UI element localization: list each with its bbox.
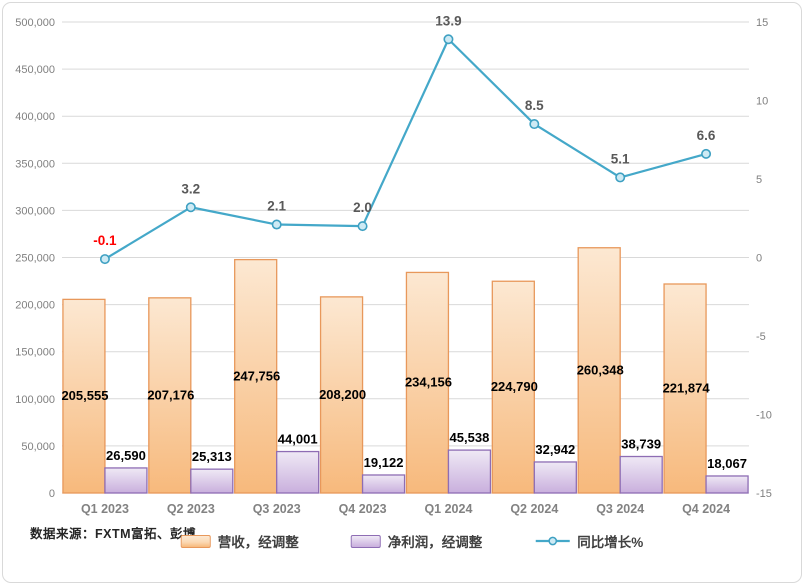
y-axis-label-right: 15	[756, 17, 768, 29]
growth-line-swatch-icon	[534, 535, 570, 547]
growth-marker	[701, 148, 712, 159]
y-axis-label-left: 450,000	[15, 64, 55, 76]
growth-point-label: 8.5	[525, 98, 544, 113]
legend-item-profit: 净利润，经调整	[350, 531, 483, 551]
y-axis-label-left: 100,000	[15, 394, 55, 406]
growth-marker	[529, 119, 540, 130]
y-axis-label-right: -15	[756, 488, 772, 500]
revenue-bar-label: 208,200	[319, 387, 366, 402]
legend-label-growth: 同比增长%	[577, 535, 644, 550]
y-axis-label-right: -10	[756, 410, 772, 422]
source-note: 数据来源：FXTM富拓、彭博	[30, 527, 197, 541]
profit-bar-label: 32,942	[535, 442, 575, 457]
revenue-bar	[62, 298, 106, 494]
growth-point-label: -0.1	[93, 233, 117, 248]
growth-point-label: 2.1	[267, 199, 286, 214]
growth-line	[103, 38, 708, 261]
revenue-bar	[148, 297, 192, 494]
x-axis-label: Q3 2023	[253, 502, 301, 516]
x-axis-label: Q2 2024	[510, 502, 558, 516]
profit-bar-label: 44,001	[278, 432, 318, 447]
growth-marker	[185, 202, 196, 213]
y-axis-label-right: 0	[756, 253, 762, 265]
profit-bar	[619, 455, 663, 494]
x-axis-label: Q1 2024	[424, 502, 472, 516]
legend-item-revenue: 营收，经调整	[180, 531, 299, 551]
y-axis-label-left: 0	[49, 488, 55, 500]
x-axis-label: Q1 2023	[81, 502, 129, 516]
profit-bar-label: 18,067	[707, 456, 747, 471]
legend-item-growth: 同比增长%	[534, 531, 643, 551]
profit-bar	[190, 468, 234, 494]
revenue-bar	[405, 271, 450, 494]
growth-marker	[271, 219, 282, 230]
x-axis-label: Q3 2024	[596, 502, 644, 516]
growth-marker	[357, 221, 368, 232]
legend-label-revenue: 营收，经调整	[217, 535, 299, 550]
legend-label-profit: 净利润，经调整	[387, 535, 483, 550]
profit-bar-label: 26,590	[106, 448, 146, 463]
growth-marker	[99, 254, 110, 265]
x-axis-label: Q4 2023	[339, 502, 387, 516]
profit-bar	[533, 461, 577, 494]
y-axis-label-right: 10	[756, 96, 768, 108]
growth-point-label: 2.0	[353, 200, 372, 215]
y-axis-label-right: -5	[756, 331, 766, 343]
y-axis-label-left: 200,000	[15, 300, 55, 312]
profit-bar-label: 38,739	[621, 437, 661, 452]
profit-bar	[447, 449, 492, 494]
growth-point-label: 13.9	[435, 13, 461, 28]
growth-marker	[615, 172, 626, 183]
y-axis-label-left: 300,000	[15, 205, 55, 217]
revenue-bar-label: 247,756	[233, 368, 280, 383]
profit-bar	[361, 474, 406, 494]
growth-marker	[443, 34, 454, 45]
y-axis-label-left: 350,000	[15, 158, 55, 170]
revenue-bar-label: 224,790	[491, 379, 538, 394]
y-axis-label-left: 250,000	[15, 253, 55, 265]
y-axis-label-left: 400,000	[15, 111, 55, 123]
y-axis-label-left: 500,000	[15, 17, 55, 29]
revenue-bar	[577, 247, 621, 494]
revenue-bar-label: 260,348	[577, 362, 624, 377]
x-axis-label: Q4 2024	[682, 502, 730, 516]
revenue-bar-label: 221,874	[663, 380, 711, 395]
revenue-bar-label: 205,555	[61, 388, 108, 403]
revenue-bar	[663, 283, 707, 494]
revenue-bar-label: 234,156	[405, 375, 452, 390]
growth-point-label: 6.6	[697, 128, 716, 143]
revenue-bar	[234, 258, 278, 494]
growth-point-label: 3.2	[181, 181, 200, 196]
profit-bar-label: 19,122	[364, 455, 404, 470]
x-axis-label: Q2 2023	[167, 502, 215, 516]
y-axis-label-left: 50,000	[21, 441, 55, 453]
revenue-bar	[319, 296, 364, 494]
revenue-bar-label: 207,176	[147, 387, 194, 402]
profit-bar	[276, 450, 320, 494]
y-axis-label-right: 5	[756, 174, 762, 186]
profit-bar-label: 25,313	[192, 449, 232, 464]
revenue-swatch-icon	[180, 534, 211, 548]
profit-bar	[705, 475, 749, 494]
revenue-bar	[491, 280, 535, 494]
profit-swatch-icon	[350, 534, 381, 548]
legend: 营收，经调整 净利润，经调整 同比增长%	[180, 531, 643, 551]
profit-bar	[104, 467, 148, 494]
profit-bar-label: 45,538	[450, 430, 490, 445]
growth-point-label: 5.1	[611, 151, 630, 166]
y-axis-label-left: 150,000	[15, 347, 55, 359]
